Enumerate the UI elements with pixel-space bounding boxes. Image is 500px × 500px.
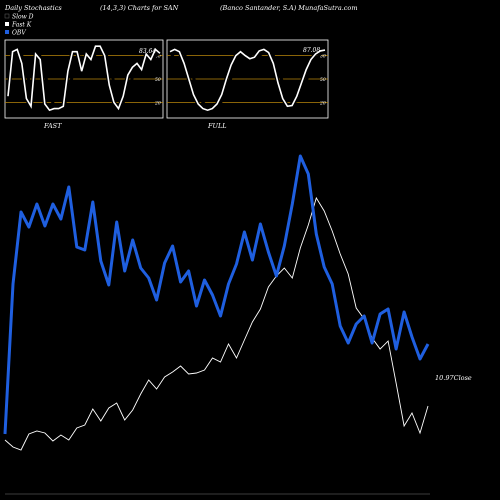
- fast-stochastic-panel: 80 50 20 83.64 FAST: [4, 39, 164, 130]
- legend-swatch-obv: [5, 30, 9, 34]
- full-level-label-50: 50: [320, 77, 326, 83]
- fast-value-label: 83.64: [139, 48, 156, 55]
- full-value-label: 87.08: [303, 47, 320, 54]
- legend-swatch-fast-k: [5, 22, 9, 26]
- close-word: Close: [454, 374, 472, 382]
- full-level-label-80: 80: [320, 54, 326, 60]
- chart-title-left: Daily Stochastics: [4, 4, 62, 12]
- full-level-label-20: 20: [319, 100, 326, 106]
- fast-level-label-50: 50: [155, 77, 161, 83]
- fast-level-label-80: 80: [155, 54, 161, 60]
- legend-swatch-slow-d: [4, 13, 10, 19]
- fast-k-line: [7, 45, 161, 112]
- chart-title-mid: (14,3,3) Charts for SAN: [100, 4, 179, 12]
- fast-caption: FAST: [43, 122, 62, 130]
- full-stochastic-panel: 80 50 20 87.08 FULL: [166, 39, 329, 130]
- full-caption: FULL: [207, 122, 227, 130]
- obv-line: [3, 154, 430, 435]
- legend: Slow D Fast K OBV: [4, 13, 34, 37]
- legend-label-obv: OBV: [12, 30, 26, 37]
- close-value-label: 10.97Close: [435, 374, 472, 382]
- full-k-line: [169, 48, 326, 112]
- full-slow-d-line: [168, 49, 326, 111]
- main-chart: 10.97Close: [3, 154, 472, 495]
- legend-label-slow-d: Slow D: [12, 14, 34, 21]
- fast-level-label-20: 20: [154, 100, 161, 106]
- close-value: 10.97: [435, 374, 454, 382]
- legend-label-fast-k: Fast K: [11, 22, 32, 29]
- close-price-line: [4, 196, 429, 451]
- chart-title-right: (Banco Santander, S.A) MunafaSutra.com: [220, 4, 358, 12]
